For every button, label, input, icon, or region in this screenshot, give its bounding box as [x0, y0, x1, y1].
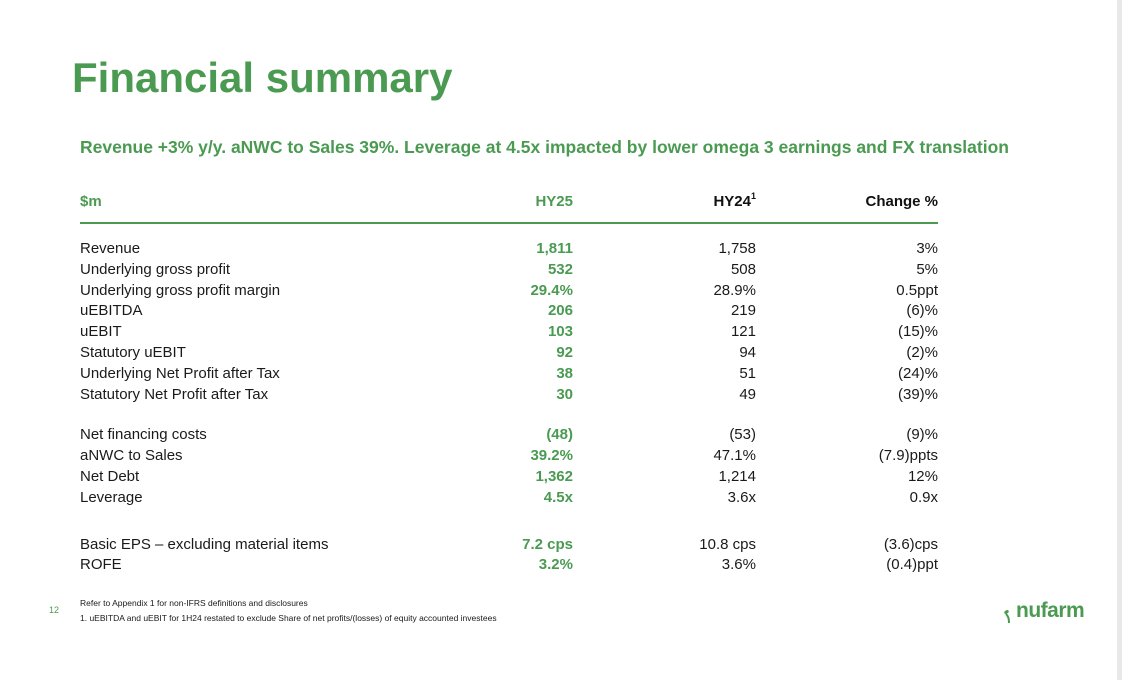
- row-hy24: 219: [730, 302, 756, 320]
- table-row: Underlying Net Profit after Tax 38 51 (24)%: [80, 365, 938, 386]
- row-label: aNWC to Sales: [80, 447, 183, 465]
- page-number: 12: [49, 605, 60, 615]
- row-label: Net Debt: [80, 467, 140, 485]
- row-label: ROFE: [80, 556, 122, 574]
- table-header: $m HY25 HY241 Change %: [80, 190, 938, 220]
- table-row: ROFE 3.2% 3.6% (0.4)ppt: [80, 556, 938, 577]
- row-label: Statutory Net Profit after Tax: [80, 385, 269, 403]
- table-row: Leverage 4.5x 3.6x 0.9x: [80, 489, 938, 510]
- table-row: Statutory Net Profit after Tax 30 49 (39)%: [80, 386, 938, 407]
- header-change: Change %: [865, 193, 938, 210]
- row-hy24: 28.9%: [713, 281, 756, 299]
- row-hy25: 7.2 cps: [522, 535, 573, 553]
- table-row: Statutory uEBIT 92 94 (2)%: [80, 344, 938, 365]
- table-row: Basic EPS – excluding material items 7.2 …: [80, 536, 938, 557]
- header-hy24: HY241: [713, 191, 756, 210]
- row-label: uEBIT: [80, 323, 122, 341]
- row-hy24: (53): [729, 426, 756, 444]
- nufarm-logo: nufarm: [1003, 595, 1085, 623]
- table-row: Net financing costs (48) (53) (9)%: [80, 426, 938, 447]
- row-hy25: 103: [547, 323, 573, 341]
- row-hy25: 3.2%: [538, 556, 573, 574]
- row-change: 3%: [916, 240, 938, 257]
- table-row: uEBIT 103 121 (15)%: [80, 323, 938, 344]
- row-label: uEBITDA: [80, 302, 143, 320]
- row-change: (24)%: [897, 364, 938, 382]
- row-label: Leverage: [80, 488, 143, 506]
- table-row: Underlying gross profit margin 29.4% 28.9%…: [80, 282, 938, 303]
- row-hy25: 206: [547, 302, 573, 320]
- row-hy24: 10.8 cps: [699, 535, 756, 553]
- row-hy24: 3.6%: [721, 556, 756, 574]
- row-hy24: 1,758: [718, 240, 756, 257]
- row-hy24: 47.1%: [713, 447, 756, 465]
- row-hy25: 39.2%: [530, 447, 573, 465]
- row-hy25: 38: [556, 364, 573, 382]
- row-label: Underlying gross profit: [80, 260, 231, 278]
- row-change: 5%: [916, 260, 938, 278]
- table-row: Underlying gross profit 532 508 5%: [80, 261, 938, 282]
- row-change: (15)%: [897, 323, 938, 341]
- row-change: (0.4)ppt: [886, 556, 938, 574]
- row-hy25: 1,362: [535, 467, 573, 485]
- row-hy25: (48): [546, 426, 573, 444]
- page-subtitle: Revenue +3% y/y. aNWC to Sales 39%. Leve…: [80, 137, 1009, 157]
- row-change: (3.6)cps: [883, 535, 938, 553]
- row-hy25: 4.5x: [543, 488, 573, 506]
- row-hy24: 1,214: [718, 467, 756, 485]
- header-hy25: HY25: [535, 193, 573, 210]
- row-hy24: 3.6x: [727, 488, 756, 506]
- row-hy24: 121: [730, 323, 756, 341]
- row-change: (7.9)ppts: [878, 447, 938, 465]
- logo-wordmark: nufarm: [1016, 599, 1085, 622]
- footnote-2: 1. uEBITDA and uEBIT for 1H24 restated t…: [80, 613, 497, 623]
- header-label: $m: [80, 193, 102, 210]
- header-hy24-text: HY24: [713, 193, 751, 210]
- table-row: Revenue 1,811 1,758 3%: [80, 240, 938, 261]
- row-spacer: [80, 510, 938, 536]
- row-hy25: 1,811: [536, 240, 573, 257]
- table-row: aNWC to Sales 39.2% 47.1% (7.9)ppts: [80, 447, 938, 468]
- row-label: Statutory uEBIT: [80, 343, 186, 361]
- table-row: uEBITDA 206 219 (6)%: [80, 302, 938, 323]
- row-change: 0.9x: [909, 488, 938, 506]
- row-hy25: 532: [547, 260, 573, 278]
- slide-edge: [1117, 0, 1122, 680]
- row-label: Net financing costs: [80, 426, 207, 444]
- row-label: Basic EPS – excluding material items: [80, 535, 329, 553]
- financial-table: $m HY25 HY241 Change % Revenue 1,811 1,758…: [80, 190, 938, 573]
- row-hy25: 30: [556, 385, 573, 403]
- row-change: 12%: [907, 467, 938, 485]
- row-label: Revenue: [80, 240, 141, 257]
- row-change: (6)%: [906, 302, 938, 320]
- footnote-1: Refer to Appendix 1 for non-IFRS definit…: [80, 598, 308, 608]
- sprout-icon: [1004, 610, 1010, 623]
- row-label: Underlying Net Profit after Tax: [80, 364, 280, 382]
- row-hy24: 508: [730, 260, 756, 278]
- page-title: Financial summary: [72, 54, 453, 101]
- header-hy24-footnote-ref: 1: [750, 191, 756, 201]
- row-label: Underlying gross profit margin: [80, 281, 281, 299]
- row-change: (39)%: [897, 385, 938, 403]
- row-spacer: [80, 406, 938, 426]
- row-change: (9)%: [906, 426, 938, 444]
- header-divider: [80, 222, 938, 224]
- row-hy24: 49: [739, 385, 756, 403]
- row-hy25: 92: [556, 343, 573, 361]
- row-hy24: 51: [739, 364, 756, 382]
- table-row: Net Debt 1,362 1,214 12%: [80, 468, 938, 489]
- row-change: (2)%: [906, 343, 938, 361]
- table-body: Revenue 1,811 1,758 3% Underlying gross prof…: [80, 240, 938, 577]
- row-hy25: 29.4%: [530, 281, 573, 299]
- row-change: 0.5ppt: [896, 281, 938, 299]
- row-hy24: 94: [739, 343, 756, 361]
